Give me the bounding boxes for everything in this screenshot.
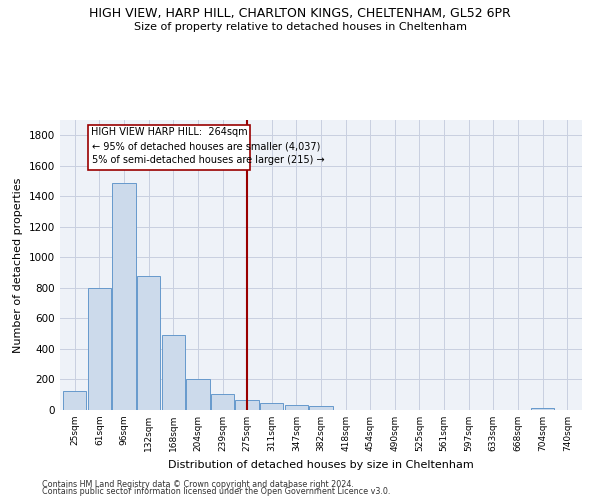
Bar [186, 378, 209, 410]
Text: ← 95% of detached houses are smaller (4,037): ← 95% of detached houses are smaller (4,… [92, 141, 320, 151]
FancyBboxPatch shape [88, 124, 250, 170]
X-axis label: Distribution of detached houses by size in Cheltenham: Distribution of detached houses by size … [168, 460, 474, 469]
Y-axis label: Number of detached properties: Number of detached properties [13, 178, 23, 352]
Bar [310, 406, 332, 410]
Bar [260, 404, 283, 410]
Bar [112, 182, 136, 410]
Bar [88, 288, 111, 410]
Bar [284, 405, 308, 410]
Text: Size of property relative to detached houses in Cheltenham: Size of property relative to detached ho… [133, 22, 467, 32]
Text: Contains public sector information licensed under the Open Government Licence v3: Contains public sector information licen… [42, 488, 391, 496]
Text: HIGH VIEW HARP HILL:  264sqm: HIGH VIEW HARP HILL: 264sqm [91, 128, 247, 138]
Bar [235, 400, 259, 410]
Text: HIGH VIEW, HARP HILL, CHARLTON KINGS, CHELTENHAM, GL52 6PR: HIGH VIEW, HARP HILL, CHARLTON KINGS, CH… [89, 8, 511, 20]
Bar [161, 335, 185, 410]
Bar [531, 408, 554, 410]
Bar [63, 391, 86, 410]
Text: 5% of semi-detached houses are larger (215) →: 5% of semi-detached houses are larger (2… [92, 155, 325, 165]
Bar [211, 394, 234, 410]
Bar [137, 276, 160, 410]
Text: Contains HM Land Registry data © Crown copyright and database right 2024.: Contains HM Land Registry data © Crown c… [42, 480, 354, 489]
